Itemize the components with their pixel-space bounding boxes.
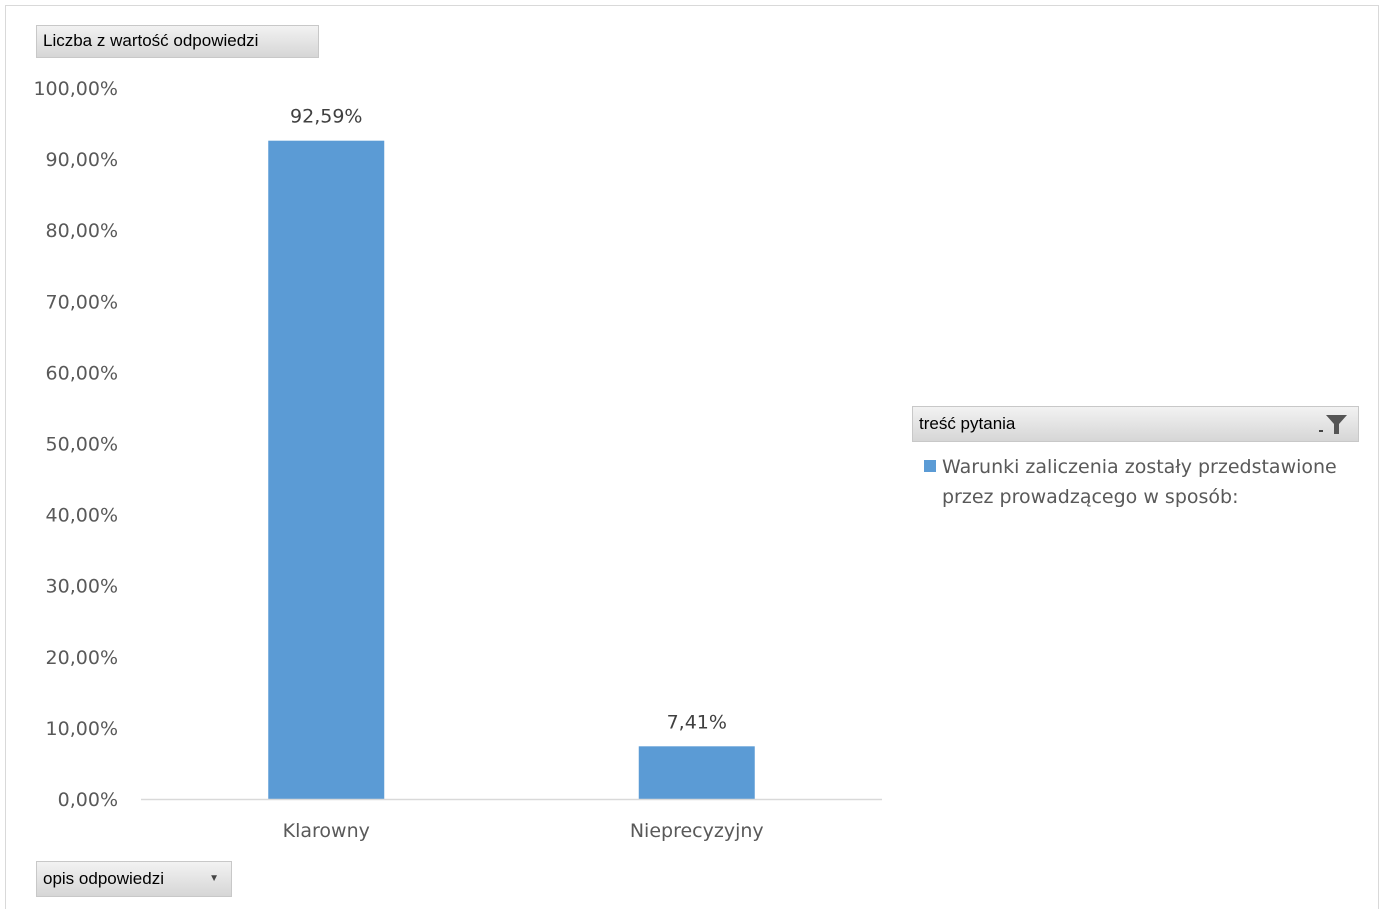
axis-field-label: opis odpowiedzi	[43, 869, 164, 888]
y-tick-label: 90,00%	[46, 149, 118, 171]
y-tick-label: 80,00%	[46, 220, 118, 242]
data-label: 92,59%	[290, 106, 362, 128]
filter-icon[interactable]	[1318, 413, 1348, 437]
y-axis: 0,00% 10,00% 20,00% 30,00% 40,00% 50,00% 60,00…	[33, 78, 118, 811]
legend-swatch	[924, 460, 936, 472]
y-tick-label: 50,00%	[46, 434, 118, 456]
y-tick-label: 70,00%	[46, 291, 118, 313]
bar-series: 92,59% 7,41%	[268, 106, 755, 799]
y-tick-label: 40,00%	[46, 505, 118, 527]
x-axis: Klarowny Nieprecyzyjny	[283, 820, 764, 842]
data-label: 7,41%	[667, 711, 727, 733]
x-tick-label: Nieprecyzyjny	[630, 820, 764, 842]
bar-nieprecyzyjny[interactable]	[638, 746, 755, 799]
y-tick-label: 0,00%	[58, 789, 118, 811]
bar-klarowny[interactable]	[268, 140, 385, 799]
legend-field-button[interactable]: treść pytania	[912, 406, 1359, 442]
y-tick-label: 60,00%	[46, 362, 118, 384]
value-field-label: Liczba z wartość odpowiedzi	[43, 31, 259, 50]
legend-item: Warunki zaliczenia zostały przedstawione…	[924, 452, 1364, 512]
axis-field-button[interactable]: opis odpowiedzi ▼	[36, 861, 232, 897]
y-tick-label: 30,00%	[46, 576, 118, 598]
dropdown-arrow-icon[interactable]: ▼	[209, 873, 219, 884]
y-tick-label: 100,00%	[33, 78, 118, 100]
y-tick-label: 20,00%	[46, 647, 118, 669]
legend-field-label: treść pytania	[919, 414, 1016, 433]
value-field-button[interactable]: Liczba z wartość odpowiedzi	[36, 25, 319, 58]
y-tick-label: 10,00%	[46, 718, 118, 740]
legend-label: Warunki zaliczenia zostały przedstawione…	[942, 456, 1337, 508]
x-tick-label: Klarowny	[283, 820, 370, 842]
